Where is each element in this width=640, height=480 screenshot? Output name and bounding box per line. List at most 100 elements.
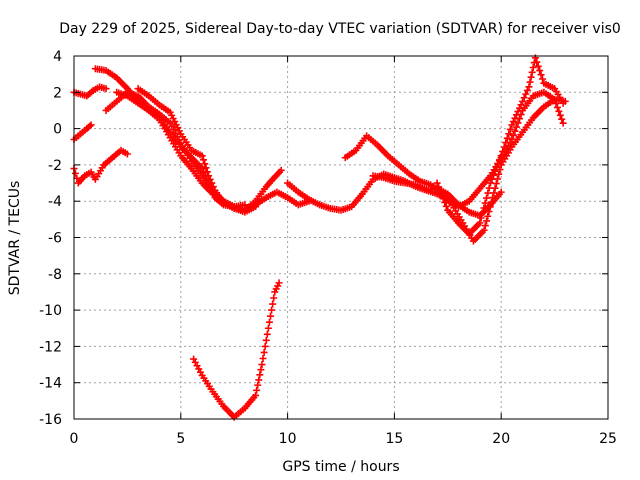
- series-arc-8: [190, 279, 283, 421]
- data-point: [525, 83, 533, 91]
- data-point: [527, 73, 535, 81]
- data-point: [495, 170, 503, 178]
- data-point: [483, 194, 491, 202]
- y-tick-label: -4: [48, 194, 62, 210]
- data-point: [551, 96, 559, 104]
- y-tick-label: -8: [48, 267, 62, 283]
- y-tick-label: 2: [53, 85, 62, 101]
- data-point: [208, 179, 216, 187]
- data-point: [552, 99, 560, 107]
- data-point: [559, 119, 567, 127]
- data-point: [526, 78, 534, 86]
- data-point: [433, 179, 441, 187]
- data-point: [277, 166, 285, 174]
- data-point: [483, 217, 491, 225]
- data-point: [534, 62, 542, 70]
- data-point: [490, 171, 498, 179]
- data-point: [260, 348, 268, 356]
- chart-title: Day 229 of 2025, Sidereal Day-to-day VTE…: [59, 21, 621, 37]
- series-arc-4: [91, 65, 313, 214]
- data-point: [257, 366, 265, 374]
- data-markers: [70, 54, 569, 421]
- y-tick-label: -16: [39, 412, 62, 428]
- data-point: [481, 222, 489, 230]
- data-point: [555, 107, 563, 115]
- y-tick-label: -10: [39, 303, 62, 319]
- data-point: [86, 122, 94, 130]
- data-point: [497, 188, 505, 196]
- data-point: [241, 201, 249, 209]
- data-point: [493, 163, 501, 171]
- data-point: [514, 119, 522, 127]
- data-point: [502, 139, 510, 147]
- data-point: [485, 208, 493, 216]
- data-point: [268, 306, 276, 314]
- x-tick-label: 25: [599, 431, 617, 447]
- y-tick-label: -12: [39, 339, 62, 355]
- data-point: [523, 86, 531, 94]
- y-tick-label: 0: [53, 122, 62, 138]
- x-tick-label: 5: [176, 431, 185, 447]
- data-point: [508, 121, 516, 129]
- y-axis-label: SDTVAR / TECUs: [7, 181, 23, 296]
- data-point: [514, 107, 522, 115]
- data-point: [269, 300, 277, 308]
- data-point: [254, 381, 262, 389]
- series-arc-1: [70, 83, 110, 100]
- data-point: [489, 194, 497, 202]
- data-point: [486, 203, 494, 211]
- data-point: [536, 67, 544, 75]
- data-point: [205, 172, 213, 180]
- data-point: [263, 330, 271, 338]
- data-point: [488, 175, 496, 183]
- data-point: [264, 324, 272, 332]
- data-point: [487, 198, 495, 206]
- grid: [74, 56, 608, 419]
- data-point: [435, 183, 443, 191]
- data-point: [499, 147, 507, 155]
- series-arc-3: [70, 146, 131, 187]
- data-point: [256, 371, 264, 379]
- data-point: [265, 318, 273, 326]
- y-tick-label: -2: [48, 158, 62, 174]
- data-point: [500, 143, 508, 151]
- tick-labels: 0 5 10 15 20 25 -16 -14 -12 -10 -8 -6 -4 -2 0 2 4: [39, 49, 617, 447]
- series-arc-6: [113, 88, 249, 211]
- data-point: [479, 209, 487, 217]
- data-point: [511, 127, 519, 135]
- data-point: [267, 312, 275, 320]
- data-point: [485, 184, 493, 192]
- x-axis-label: GPS time / hours: [282, 459, 399, 475]
- data-point: [202, 164, 210, 172]
- data-point: [553, 103, 561, 111]
- data-point: [438, 191, 446, 199]
- data-point: [529, 63, 537, 71]
- data-point: [512, 111, 520, 119]
- data-point: [516, 104, 524, 112]
- data-point: [209, 183, 217, 191]
- data-point: [494, 160, 502, 168]
- data-point: [559, 99, 567, 107]
- data-point: [71, 169, 79, 177]
- data-point: [441, 198, 449, 206]
- data-point: [506, 125, 514, 133]
- data-point: [487, 179, 495, 187]
- data-point: [491, 184, 499, 192]
- data-point: [275, 279, 283, 287]
- data-point: [201, 160, 209, 168]
- data-point: [252, 391, 260, 399]
- data-point: [123, 150, 131, 158]
- data-point: [436, 187, 444, 195]
- data-point: [496, 156, 504, 164]
- data-point: [476, 219, 484, 227]
- y-tick-label: -14: [39, 376, 62, 392]
- data-point: [259, 355, 267, 362]
- data-point: [255, 376, 263, 384]
- data-point: [481, 199, 489, 207]
- series-arc-11: [369, 88, 567, 211]
- data-point: [558, 115, 566, 123]
- data-point: [533, 58, 541, 66]
- data-point: [87, 121, 95, 129]
- data-point: [508, 135, 516, 143]
